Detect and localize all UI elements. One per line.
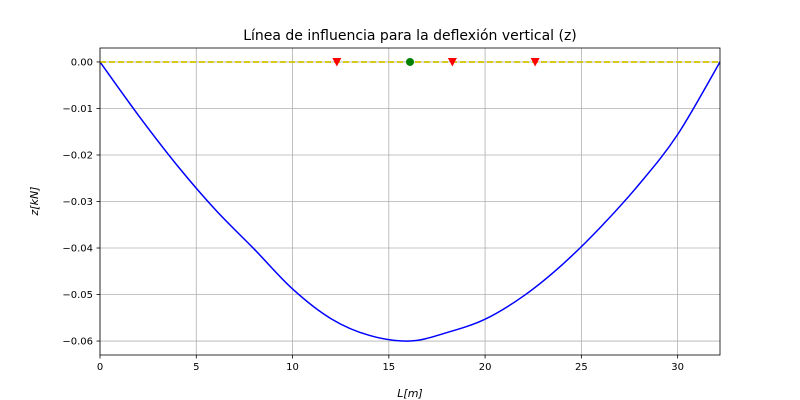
x-tick-label: 20 — [479, 362, 492, 373]
load-marker — [530, 57, 540, 67]
y-axis-ticks: 0.00 −0.01 −0.02 −0.03 −0.04 −0.05 −0.06 — [62, 57, 100, 348]
center-marker — [406, 57, 414, 66]
influence-curve — [99, 61, 721, 342]
y-tick-label: 0.00 — [71, 57, 93, 68]
x-tick-label: 10 — [286, 362, 299, 373]
x-axis-ticks: 0 5 10 15 20 25 30 — [97, 355, 684, 373]
y-tick-label: −0.03 — [62, 197, 93, 208]
load-marker — [332, 57, 342, 67]
x-tick-label: 30 — [671, 362, 684, 373]
x-tick-label: 25 — [575, 362, 588, 373]
y-tick-label: −0.05 — [62, 290, 93, 301]
y-axis-label: z[kN] — [28, 187, 41, 217]
chart-title: Línea de influencia para la deflexión ve… — [243, 28, 577, 44]
y-tick-label: −0.06 — [62, 337, 93, 348]
y-tick-label: −0.02 — [62, 150, 93, 161]
y-tick-label: −0.04 — [62, 244, 93, 255]
x-tick-label: 5 — [193, 362, 199, 373]
load-marker — [447, 57, 457, 67]
x-tick-label: 0 — [97, 362, 103, 373]
point-markers — [332, 57, 540, 67]
x-tick-label: 15 — [382, 362, 395, 373]
y-tick-label: −0.01 — [62, 104, 93, 115]
x-axis-label: L[m] — [397, 387, 422, 400]
